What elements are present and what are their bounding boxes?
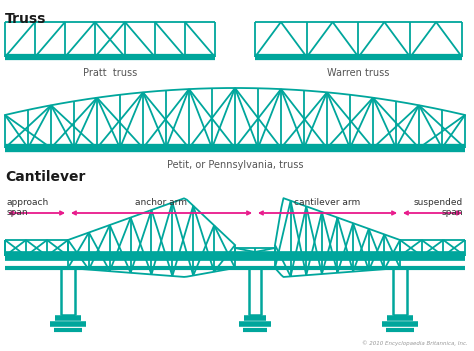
Text: Cantilever: Cantilever bbox=[5, 170, 85, 184]
Text: Warren truss: Warren truss bbox=[328, 68, 390, 78]
Text: Petit, or Pennsylvania, truss: Petit, or Pennsylvania, truss bbox=[167, 160, 303, 170]
Text: Pratt  truss: Pratt truss bbox=[83, 68, 137, 78]
Text: anchor arm: anchor arm bbox=[136, 198, 188, 207]
Text: Truss: Truss bbox=[5, 12, 46, 26]
Text: cantilever arm: cantilever arm bbox=[294, 198, 361, 207]
Text: © 2010 Encyclopaedia Britannica, Inc.: © 2010 Encyclopaedia Britannica, Inc. bbox=[362, 340, 468, 346]
Text: approach
span: approach span bbox=[7, 198, 49, 217]
Text: suspended
span: suspended span bbox=[414, 198, 463, 217]
